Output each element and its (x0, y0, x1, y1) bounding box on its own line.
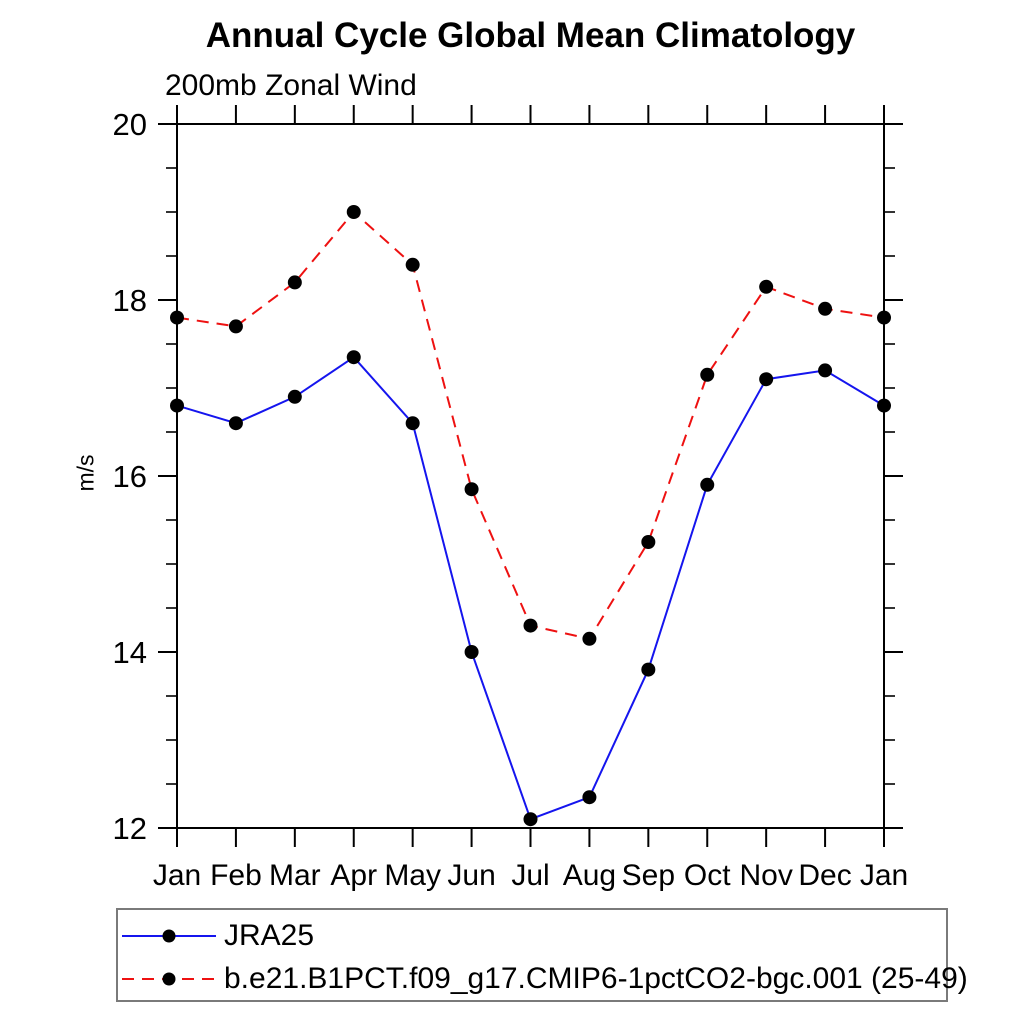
svg-text:Aug: Aug (563, 859, 616, 892)
legend-item: b.e21.B1PCT.f09_g17.CMIP6-1pctCO2-bgc.00… (120, 964, 968, 994)
svg-text:Dec: Dec (798, 859, 851, 892)
legend-label: JRA25 (224, 919, 315, 952)
legend-line-sample-icon (122, 972, 216, 986)
legend-label: b.e21.B1PCT.f09_g17.CMIP6-1pctCO2-bgc.00… (224, 962, 968, 995)
svg-text:Jan: Jan (860, 859, 908, 892)
svg-text:Jan: Jan (153, 859, 201, 892)
chart-subtitle: 200mb Zonal Wind (165, 69, 417, 102)
chart-title: Annual Cycle Global Mean Climatology (205, 16, 856, 55)
svg-text:18: 18 (113, 283, 147, 318)
svg-text:14: 14 (113, 635, 147, 670)
svg-text:May: May (384, 859, 441, 892)
plot-area: Jan Feb Mar Apr May Jun Jul Aug Sep Oct Nov Dec Jan1… (113, 105, 908, 892)
svg-text:Jun: Jun (447, 859, 495, 892)
legend-box: JRA25 b.e21.B1PCT.f09_g17.CMIP6-1pctCO2-… (116, 908, 968, 1002)
svg-text:12: 12 (113, 811, 147, 846)
legend-item: JRA25 (120, 921, 314, 951)
svg-text:16: 16 (113, 459, 147, 494)
svg-text:Jul: Jul (511, 859, 549, 892)
svg-text:Mar: Mar (269, 859, 321, 892)
svg-text:Sep: Sep (622, 859, 675, 892)
svg-text:Apr: Apr (330, 859, 377, 892)
svg-text:Oct: Oct (684, 859, 731, 892)
legend-line-sample-icon (122, 929, 216, 943)
svg-text:Nov: Nov (739, 859, 792, 892)
svg-text:20: 20 (113, 107, 147, 142)
svg-text:Feb: Feb (210, 859, 262, 892)
